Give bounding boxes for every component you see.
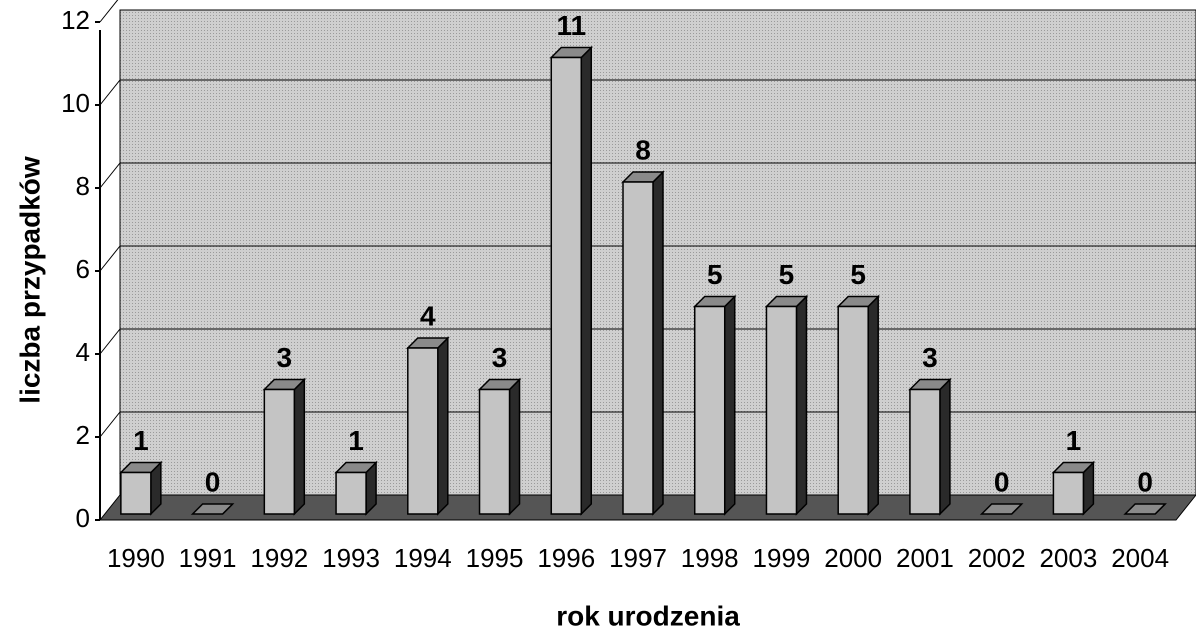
y-tick-label: 6 bbox=[76, 254, 90, 284]
bar-face bbox=[190, 503, 235, 515]
data-label: 0 bbox=[205, 466, 221, 497]
bar-face bbox=[795, 294, 808, 516]
bar-face bbox=[580, 45, 593, 516]
bar bbox=[692, 294, 737, 516]
data-label: 3 bbox=[922, 342, 938, 373]
bar-face bbox=[335, 471, 367, 515]
x-tick-label: 1993 bbox=[322, 543, 380, 573]
x-axis-label: rok urodzenia bbox=[556, 600, 740, 631]
x-tick-label: 1999 bbox=[753, 543, 811, 573]
bar bbox=[908, 377, 952, 516]
bar-face bbox=[693, 305, 726, 515]
bar-face bbox=[550, 56, 583, 515]
bar-face bbox=[263, 388, 296, 515]
x-tick-label: 1997 bbox=[609, 543, 667, 573]
data-label: 0 bbox=[1137, 466, 1153, 497]
bar-face bbox=[478, 388, 511, 515]
y-tick-label: 10 bbox=[61, 88, 90, 118]
bar-face bbox=[1052, 471, 1085, 515]
bar-face bbox=[622, 181, 654, 515]
y-tick-label: 0 bbox=[76, 503, 90, 533]
x-tick-label: 1996 bbox=[537, 543, 595, 573]
bar bbox=[477, 377, 522, 516]
x-tick-label: 2003 bbox=[1039, 543, 1097, 573]
bar-face bbox=[979, 503, 1024, 515]
x-tick-label: 2002 bbox=[968, 543, 1026, 573]
bar bbox=[621, 170, 665, 516]
x-tick-label: 2001 bbox=[896, 543, 954, 573]
bar-face bbox=[723, 294, 736, 516]
bar bbox=[405, 336, 450, 516]
grid-line bbox=[99, 162, 1196, 189]
x-tick-label: 2000 bbox=[824, 543, 882, 573]
bar-face bbox=[120, 471, 152, 515]
y-tick-label: 2 bbox=[76, 420, 90, 450]
x-tick-label: 1994 bbox=[394, 543, 452, 573]
data-label: 11 bbox=[556, 10, 586, 41]
x-tick-label: 1992 bbox=[250, 543, 308, 573]
bar-face bbox=[652, 170, 664, 516]
data-label: 1 bbox=[1066, 425, 1082, 456]
bar-face bbox=[867, 294, 879, 516]
data-label: 3 bbox=[492, 342, 508, 373]
bar bbox=[334, 460, 378, 516]
data-label: 3 bbox=[277, 342, 293, 373]
grid-line bbox=[99, 245, 1196, 272]
bar-face bbox=[508, 377, 521, 516]
bar bbox=[119, 460, 163, 516]
grid-line bbox=[99, 0, 119, 23]
bar bbox=[979, 503, 1024, 515]
bar-face bbox=[437, 336, 449, 516]
x-tick-label: 2004 bbox=[1111, 543, 1169, 573]
bar bbox=[262, 377, 307, 516]
data-label: 1 bbox=[133, 425, 149, 456]
y-tick-label: 12 bbox=[61, 5, 90, 35]
data-label: 8 bbox=[635, 134, 651, 165]
y-axis-label: liczba przypadków bbox=[14, 156, 45, 404]
x-tick-label: 1991 bbox=[179, 543, 237, 573]
bar bbox=[1051, 460, 1096, 516]
bar bbox=[190, 503, 235, 515]
bar-face bbox=[939, 377, 951, 516]
data-label: 0 bbox=[994, 466, 1010, 497]
data-label: 5 bbox=[779, 259, 795, 290]
data-label: 5 bbox=[707, 259, 723, 290]
bar bbox=[836, 294, 881, 516]
grid-line bbox=[99, 79, 1196, 106]
y-tick-label: 4 bbox=[76, 337, 90, 367]
bar bbox=[549, 45, 594, 516]
y-tick-label: 8 bbox=[76, 171, 90, 201]
data-label: 5 bbox=[850, 259, 866, 290]
bar-face bbox=[1123, 503, 1167, 515]
x-tick-label: 1998 bbox=[681, 543, 739, 573]
grid-line bbox=[99, 328, 1196, 355]
bar-face bbox=[293, 377, 306, 516]
grid-line bbox=[99, 411, 1196, 438]
bar bbox=[764, 294, 809, 516]
data-label: 1 bbox=[348, 425, 364, 456]
x-tick-label: 1995 bbox=[466, 543, 524, 573]
bar-face bbox=[407, 347, 439, 515]
x-tick-label: 1990 bbox=[107, 543, 165, 573]
bar-face bbox=[765, 305, 798, 515]
bar-face bbox=[837, 305, 869, 515]
bar-face bbox=[909, 388, 941, 515]
bar bbox=[1123, 503, 1167, 515]
data-label: 4 bbox=[420, 300, 436, 331]
